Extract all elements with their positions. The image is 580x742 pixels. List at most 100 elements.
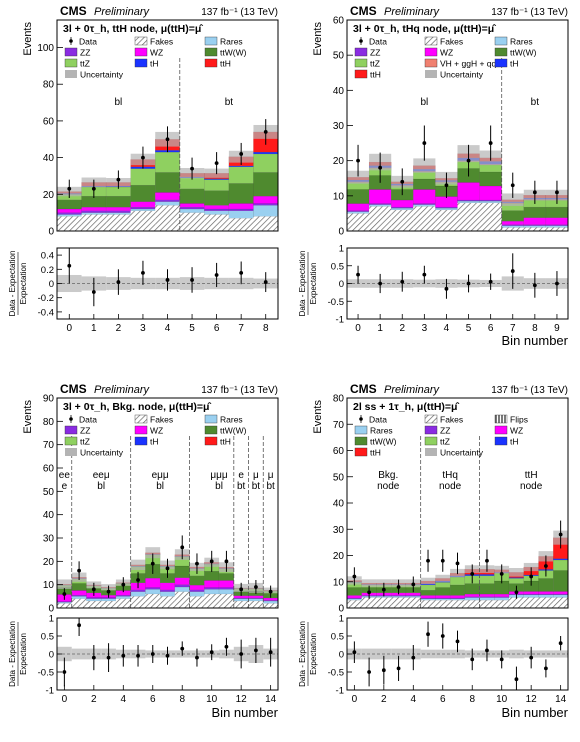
data-point-bin-9 [195,561,199,566]
ratio-ytick-label-2: 0 [339,650,344,661]
bar-fakes-bin-6 [479,202,502,231]
uncertainty-band-bin-5 [130,559,146,571]
bar-ttw-bin-5 [420,590,436,596]
data-point-bin-1 [378,165,383,170]
bar-wz-bin-7 [159,582,176,590]
ratio-ylabel-numerator: Data - Expectation [8,251,17,317]
legend-label-unc: Uncertainty [440,70,484,80]
channel-title: 3l + 0τ_h, Bkg. node, μ(ttH)=μ̂ [63,401,211,413]
bar-ttw-bin-7 [449,584,466,596]
bar-zz-bin-4 [435,206,458,209]
uncertainty-band-bin-12 [523,562,539,572]
bar-rares-bin-14 [263,600,279,604]
y-axis-label: Events [22,22,34,56]
data-point-bin-2 [400,179,405,184]
ytick-label-4: 40 [333,86,345,97]
data-point-bin-3 [141,155,145,160]
legend-label-unc: Uncertainty [440,448,484,458]
legend-swatch-flips [494,414,508,424]
data-point-bin-6 [150,561,155,566]
bar-fakes-bin-11 [509,597,524,608]
legend-label-unc: Uncertainty [80,448,124,458]
bar-wz-bin-14 [553,591,569,595]
bar-rares-bin-5 [420,598,436,601]
data-point-bin-3 [422,141,427,145]
ytick-label-7: 70 [333,420,345,431]
ytick-label-2: 20 [43,557,55,568]
bar-th-bin-8 [253,151,279,155]
legend-label-wz: WZ [440,48,453,58]
legend-swatch-tth [354,447,368,457]
data-point-bin-7 [510,183,515,188]
ratio-ytick-label-0: -1 [336,686,344,697]
ratio-point-bin-3 [422,272,427,277]
data-point-bin-4 [411,582,416,587]
bar-fakes-bin-5 [457,202,480,231]
ratio-ytick-label-2: 0 [49,650,54,661]
bar-rares-bin-10 [494,597,510,601]
ratio-point-bin-8 [532,283,537,288]
bar-th-bin-14 [553,558,569,561]
xtick-label-4: 8 [179,694,185,705]
bar-fakes-bin-13 [248,601,264,608]
legend-label-th: tH [150,437,159,447]
legend-label-rares: Rares [510,37,533,47]
ytick-label-6: 60 [43,464,55,475]
ratio-ylabel-numerator: Data - Expectation [298,251,307,317]
xtick-label-5: 5 [466,323,472,334]
xtick-label-2: 4 [411,694,417,705]
bar-ttw-bin-9 [479,583,495,595]
region-sublabel-2: node [520,481,543,492]
ytick-label-3: 30 [43,534,55,545]
legend-label-wz: WZ [150,426,163,436]
bar-fakes-bin-0 [57,216,82,231]
bar-zz-bin-4 [115,595,131,597]
bar-fakes-bin-6 [145,594,161,608]
ratio-ytick-label-3: 0.5 [331,632,344,643]
data-point-bin-2 [116,177,121,182]
data-point-bin-13 [254,585,258,589]
legend-label-wz: WZ [150,48,163,58]
xtick-label-1: 2 [91,694,97,705]
ratio-point-bin-4 [411,655,416,660]
data-point-bin-2 [381,587,386,592]
ratio-point-bin-13 [254,648,258,653]
xtick-label-3: 6 [440,694,446,705]
legend-label-tth: ttH [220,437,231,447]
ratio-point-bin-2 [381,668,386,673]
xtick-label-3: 3 [140,323,146,334]
bar-ttz-bin-6 [204,179,230,191]
region-label-3: μμμ [210,470,228,481]
bar-ttw-bin-8 [253,172,279,197]
legend-label-ttw: ttW(W) [220,426,247,436]
legend-label-ttz: ttZ [440,437,450,447]
bar-ttz-bin-6 [435,582,451,588]
data-point-bin-6 [214,161,219,166]
data-point-bin-6 [488,141,493,145]
ratio-point-bin-9 [555,281,559,286]
bar-fakes-bin-3 [413,206,436,231]
bar-rares-bin-10 [204,589,220,595]
bar-rares-bin-13 [538,594,554,598]
bar-rares-bin-1 [368,204,392,207]
bar-zz-bin-6 [145,587,161,590]
legend-label-ttz: ttZ [80,437,90,447]
data-point-bin-14 [268,589,273,594]
legend-label-rares: Rares [220,415,243,425]
bar-fakes-bin-2 [391,209,414,231]
bar-wz-bin-8 [523,217,547,225]
uncertainty-band-bin-11 [509,568,524,577]
xtick-label-1: 2 [381,694,387,705]
bar-wz-bin-9 [479,593,495,597]
bar-wz-bin-14 [263,597,279,601]
bar-fakes-bin-1 [81,214,107,231]
legend-label-zz: ZZ [80,426,90,436]
ratio-point-bin-0 [62,670,67,674]
ratio-point-bin-7 [510,269,515,273]
ytick-label-0: 0 [48,227,54,238]
bar-wz-bin-8 [253,195,279,204]
ytick-label-6: 60 [333,446,345,457]
legend-label-zz: ZZ [440,426,450,436]
bar-fakes-bin-12 [523,597,539,608]
ytick-label-3: 60 [43,116,55,127]
